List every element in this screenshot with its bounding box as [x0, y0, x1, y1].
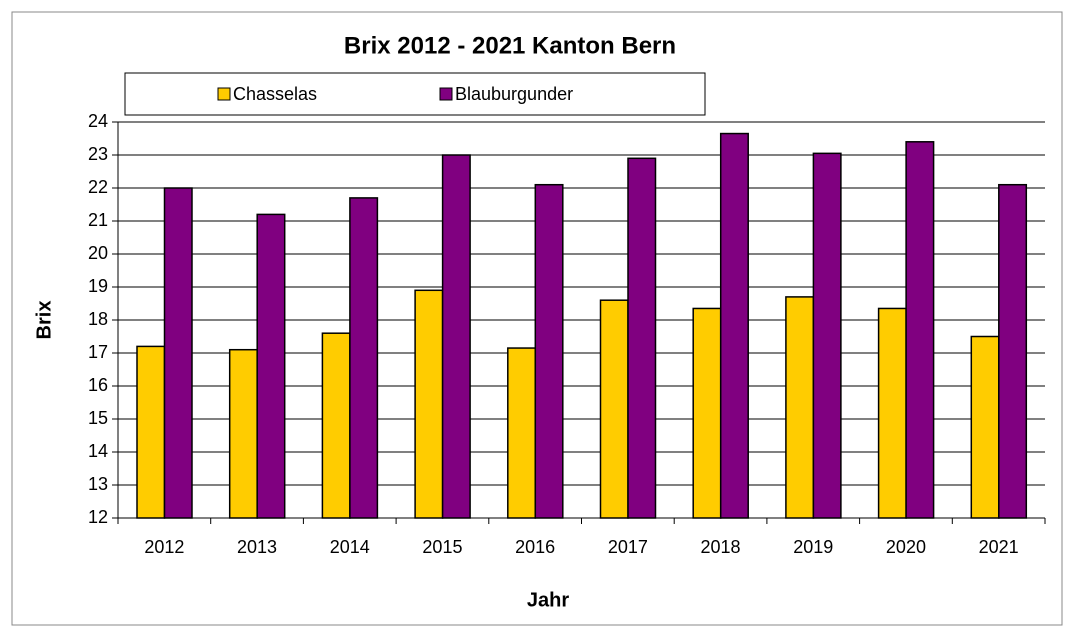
x-tick-label: 2013	[237, 537, 277, 557]
y-tick-label: 23	[88, 144, 108, 164]
bar	[877, 307, 907, 519]
x-axis-title: Jahr	[527, 589, 569, 611]
x-tick-label: 2021	[979, 537, 1019, 557]
bar	[719, 132, 749, 519]
bar	[627, 157, 657, 519]
x-tick-label: 2017	[608, 537, 648, 557]
y-tick-label: 14	[88, 441, 108, 461]
y-tick-label: 17	[88, 342, 108, 362]
bar	[905, 141, 935, 519]
chart-title: Brix 2012 - 2021 Kanton Bern	[344, 32, 676, 59]
y-tick-label: 24	[88, 111, 108, 131]
y-tick-label: 18	[88, 309, 108, 329]
legend-label: Chasselas	[233, 84, 317, 104]
y-tick-label: 19	[88, 276, 108, 296]
y-axis-title: Brix	[33, 301, 55, 340]
y-tick-label: 21	[88, 210, 108, 230]
x-tick-label: 2019	[793, 537, 833, 557]
legend-box	[124, 72, 706, 116]
x-tick-label: 2012	[144, 537, 184, 557]
bar	[414, 289, 444, 519]
bar	[970, 335, 1000, 519]
bar	[998, 183, 1028, 519]
bar	[441, 154, 471, 519]
bar	[256, 213, 286, 519]
bar	[692, 307, 722, 519]
legend-swatch	[439, 87, 453, 101]
y-tick-label: 22	[88, 177, 108, 197]
bar	[599, 299, 629, 519]
y-tick-label: 12	[88, 507, 108, 527]
x-tick-label: 2018	[701, 537, 741, 557]
y-tick-label: 16	[88, 375, 108, 395]
bar	[507, 347, 537, 519]
bar	[321, 332, 351, 519]
bar	[785, 296, 815, 519]
x-tick-label: 2015	[422, 537, 462, 557]
bar	[812, 152, 842, 519]
legend-label: Blauburgunder	[455, 84, 573, 104]
x-tick-label: 2016	[515, 537, 555, 557]
bar	[349, 197, 379, 519]
bar	[136, 345, 166, 519]
y-tick-label: 15	[88, 408, 108, 428]
bar	[228, 348, 258, 519]
x-tick-label: 2014	[330, 537, 370, 557]
y-tick-label: 20	[88, 243, 108, 263]
bar	[534, 183, 564, 519]
bar	[163, 187, 193, 519]
x-tick-label: 2020	[886, 537, 926, 557]
legend-swatch	[217, 87, 231, 101]
y-tick-label: 13	[88, 474, 108, 494]
